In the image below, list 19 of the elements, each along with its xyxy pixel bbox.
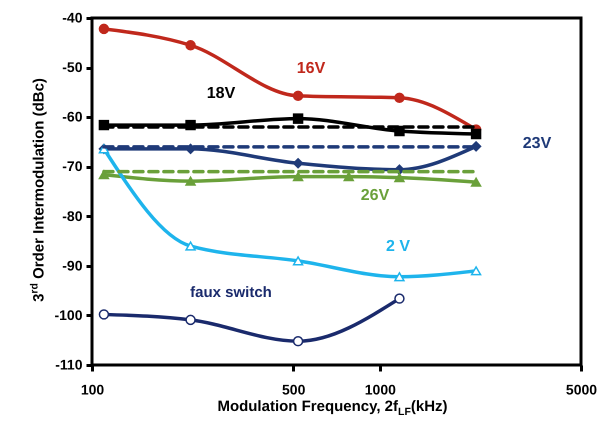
y-tick-label: -100 [54, 306, 83, 323]
y-tick-label: -50 [62, 59, 83, 76]
x-axis-title: Modulation Frequency, 2f$_{LF}$(kHz) [216, 398, 449, 418]
y-tick-label: -110 [55, 356, 83, 372]
y-tick-label: -40 [62, 10, 83, 26]
series-label: 18V [206, 85, 236, 102]
y-tick-label: -80 [62, 208, 83, 224]
series-label: 2 V [386, 238, 410, 255]
y-tick-label: -90 [62, 257, 83, 274]
series-label: 16V [296, 60, 326, 77]
x-tick-label: 100 [80, 382, 104, 398]
x-tick-label: 1000 [364, 382, 396, 398]
x-tick-label: 500 [282, 382, 306, 398]
x-tick-label: 5000 [566, 382, 598, 398]
series-label: 26V [360, 187, 390, 204]
text: 23V [522, 135, 552, 152]
y-tick-label: -70 [62, 158, 83, 174]
series-label: faux switch [190, 284, 272, 301]
y-tick-label: -60 [62, 108, 83, 125]
